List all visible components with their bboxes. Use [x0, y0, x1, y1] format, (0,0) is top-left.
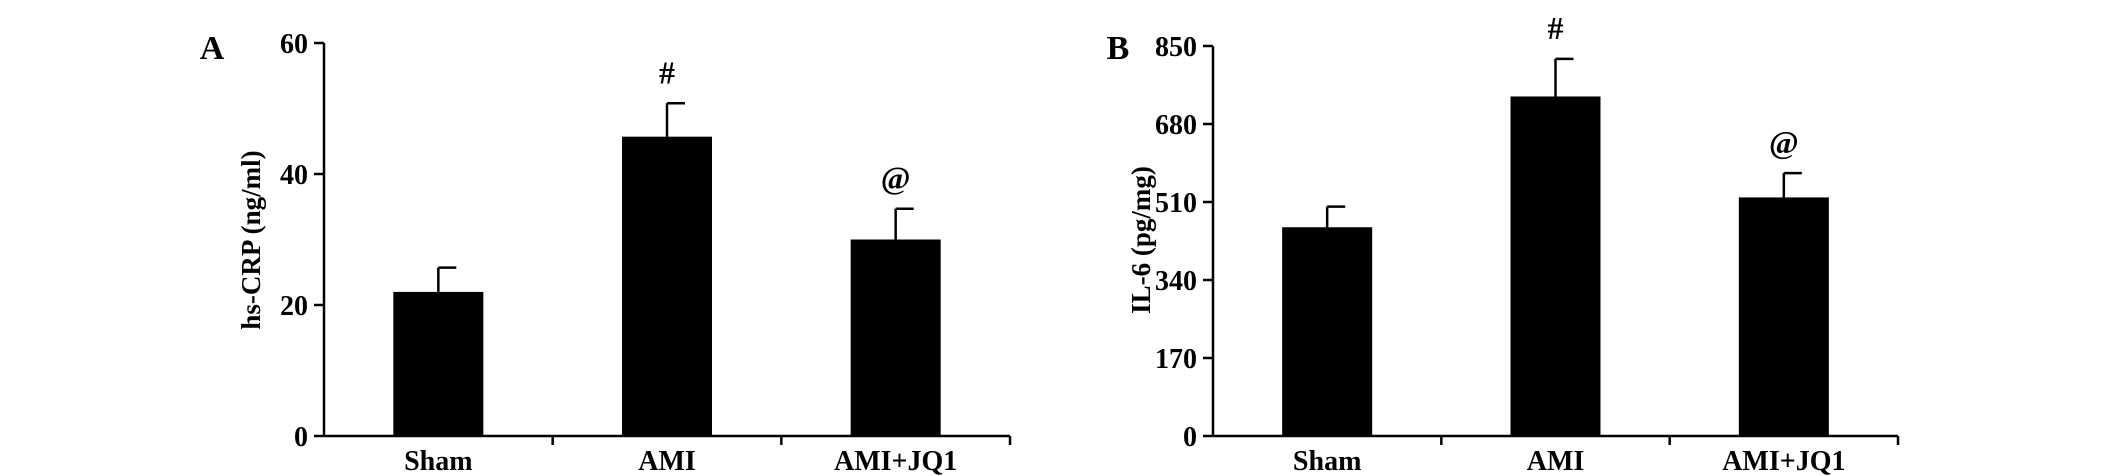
- bar-b-2: [1738, 197, 1829, 436]
- chart-panel-a: A hs-CRP (ng/ml) 0 20 40 60 Sham # AMI @ AMI+JQ1: [200, 29, 1012, 476]
- y-tick-label-b: 340: [1155, 266, 1197, 297]
- category-label-a-0: Sham: [404, 446, 472, 476]
- y-axis-label-a: hs-CRP (ng/ml): [236, 150, 266, 329]
- bar-b-1: [1510, 96, 1601, 437]
- y-tick-label-a: 60: [280, 29, 308, 60]
- y-tick-label-b: 170: [1155, 344, 1197, 375]
- category-label-a-1: AMI: [638, 446, 696, 476]
- category-label-b-0: Sham: [1293, 446, 1361, 476]
- bar-a-2: [850, 239, 941, 436]
- y-tick-label-b: 0: [1183, 422, 1197, 453]
- category-label-b-1: AMI: [1527, 446, 1585, 476]
- y-tick-label-a: 40: [280, 160, 308, 191]
- y-tick-label-a: 20: [280, 291, 308, 322]
- y-tick-label-a: 0: [294, 422, 308, 453]
- significance-mark-b-2: @: [1769, 124, 1799, 160]
- chart-panel-b: B IL-6 (pg/mg) 0 170 340 510 680 850 Sham # AMI @…: [1107, 10, 1900, 476]
- category-label-a-2: AMI+JQ1: [834, 446, 957, 476]
- category-label-b-2: AMI+JQ1: [1722, 446, 1845, 476]
- y-tick-label-b: 850: [1155, 32, 1197, 63]
- y-tick-label-b: 510: [1155, 188, 1197, 219]
- panel-label-a: A: [200, 30, 225, 67]
- significance-mark-a-2: @: [881, 160, 911, 196]
- significance-mark-b-1: #: [1548, 10, 1564, 46]
- panel-label-b: B: [1107, 30, 1130, 67]
- y-tick-label-b: 680: [1155, 110, 1197, 141]
- y-axis-label-b: IL-6 (pg/mg): [1126, 166, 1156, 314]
- bar-b-0: [1282, 227, 1373, 436]
- bar-a-1: [622, 136, 712, 437]
- bar-a-0: [393, 291, 484, 436]
- significance-mark-a-1: #: [659, 54, 675, 90]
